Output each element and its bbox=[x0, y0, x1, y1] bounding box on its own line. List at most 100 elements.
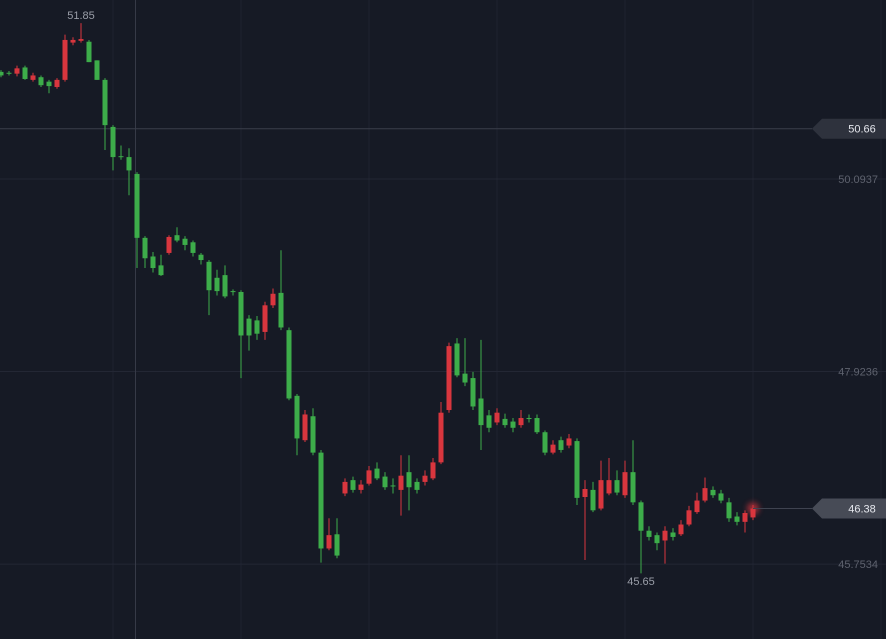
candle-body bbox=[126, 157, 132, 171]
candle-body bbox=[710, 489, 716, 496]
high-label: 51.85 bbox=[67, 10, 95, 22]
candle-body bbox=[430, 462, 436, 479]
candle-body bbox=[174, 235, 180, 241]
candle-body bbox=[310, 416, 316, 453]
candle-body bbox=[294, 395, 300, 439]
candle-body bbox=[222, 275, 228, 297]
candle-body bbox=[726, 502, 732, 519]
candle-body bbox=[342, 481, 348, 494]
candle-body bbox=[166, 236, 172, 253]
candle-body bbox=[158, 265, 164, 276]
candle-body bbox=[694, 500, 700, 513]
candle-body bbox=[54, 79, 60, 87]
candle-body bbox=[78, 39, 84, 41]
candle-body bbox=[558, 440, 564, 450]
candle-body bbox=[238, 291, 244, 336]
candle-body bbox=[718, 493, 724, 501]
candle-body bbox=[278, 292, 284, 328]
candle-body bbox=[702, 488, 708, 501]
candle-body bbox=[606, 480, 612, 494]
candle-body bbox=[150, 256, 156, 269]
candle-body bbox=[670, 532, 676, 537]
candle-body bbox=[286, 330, 292, 399]
candle-body bbox=[246, 318, 252, 336]
candle-body bbox=[102, 79, 108, 126]
candle-body bbox=[462, 373, 468, 383]
candle-body bbox=[598, 480, 604, 509]
candle-body bbox=[550, 444, 556, 453]
candle-body bbox=[0, 71, 4, 76]
candle-body bbox=[302, 414, 308, 441]
candle-body bbox=[566, 438, 572, 446]
candle-body bbox=[230, 291, 236, 293]
candle-body bbox=[494, 412, 500, 423]
candle-body bbox=[734, 516, 740, 522]
candle-body bbox=[206, 261, 212, 291]
y-tick-label: 45.7534 bbox=[838, 559, 878, 571]
candle-body bbox=[70, 39, 76, 43]
candle-body bbox=[510, 421, 516, 428]
candle-body bbox=[6, 72, 12, 74]
candle-body bbox=[414, 481, 420, 490]
y-tick-label: 50.0937 bbox=[838, 174, 878, 186]
candle-body bbox=[86, 41, 92, 63]
candle-body bbox=[478, 398, 484, 426]
y-tick-label: 47.9236 bbox=[838, 366, 878, 378]
candle-body bbox=[518, 418, 524, 426]
last-price-label-box bbox=[812, 498, 886, 519]
candle-body bbox=[334, 534, 340, 556]
candle-body bbox=[662, 530, 668, 541]
candle-body bbox=[686, 510, 692, 525]
candle-body bbox=[118, 156, 124, 158]
crosshair-price-label-box bbox=[812, 118, 886, 139]
candle-body bbox=[62, 39, 68, 80]
candle-body bbox=[382, 476, 388, 488]
candle-body bbox=[422, 475, 428, 482]
candle-body bbox=[654, 535, 660, 544]
candle-body bbox=[270, 293, 276, 306]
candle-body bbox=[134, 173, 140, 238]
candle-body bbox=[742, 512, 748, 522]
candle-body bbox=[638, 502, 644, 531]
candle-body bbox=[190, 242, 196, 253]
candle-body bbox=[366, 470, 372, 484]
candle-body bbox=[590, 489, 596, 511]
candle-body bbox=[14, 68, 20, 74]
candle-body bbox=[406, 472, 412, 488]
candle-body bbox=[318, 452, 324, 549]
candle-body bbox=[390, 485, 396, 487]
candle-body bbox=[438, 412, 444, 463]
candle-body bbox=[534, 418, 540, 433]
candle-body bbox=[542, 432, 548, 453]
candle-body bbox=[110, 126, 116, 158]
candle-body bbox=[30, 75, 36, 80]
candle-body bbox=[46, 81, 52, 87]
crosshair-price-label: 50.66 bbox=[848, 124, 876, 136]
candle-body bbox=[486, 415, 492, 428]
candle-body bbox=[358, 484, 364, 490]
candle-body bbox=[374, 468, 380, 479]
candle-body bbox=[750, 508, 756, 518]
candle-body bbox=[470, 378, 476, 407]
candle-body bbox=[526, 418, 532, 420]
candle-body bbox=[326, 535, 332, 549]
candle-body bbox=[622, 472, 628, 496]
candle-body bbox=[678, 524, 684, 535]
candle-body bbox=[502, 418, 508, 426]
candle-body bbox=[262, 305, 268, 332]
candle-body bbox=[630, 472, 636, 503]
candle-body bbox=[214, 277, 220, 292]
candle-body bbox=[582, 489, 588, 497]
candle-body bbox=[446, 346, 452, 411]
candle-body bbox=[22, 67, 28, 79]
candle-body bbox=[94, 60, 100, 80]
last-price-label: 46.38 bbox=[848, 503, 876, 515]
candle-body bbox=[350, 480, 356, 490]
candle-body bbox=[198, 254, 204, 261]
low-label: 45.65 bbox=[627, 576, 655, 588]
candle-body bbox=[182, 238, 188, 245]
candle-body bbox=[646, 530, 652, 537]
candle-body bbox=[254, 320, 260, 334]
